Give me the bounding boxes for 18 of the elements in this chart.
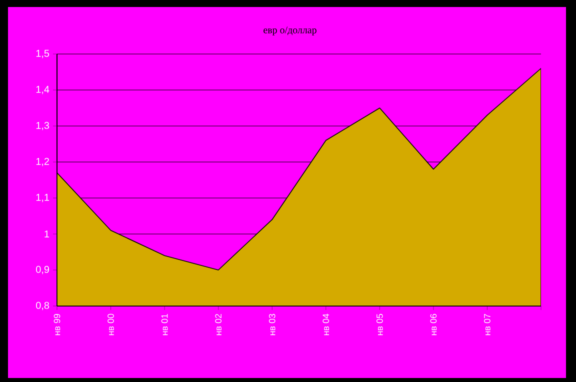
x-tick-label: нв 02 [215,314,222,336]
x-tick-label: нв 05 [376,314,383,336]
x-tick-label: нв 07 [484,314,490,336]
y-tick-label: 0,8 [36,302,50,310]
y-tick-label: 0,9 [36,266,50,274]
y-tick-label: 1,1 [36,194,50,202]
x-tick-label: нв 03 [268,314,276,336]
y-tick-label: 1,4 [36,86,50,94]
y-tick-label: 1,3 [36,122,50,130]
x-tick-label: нв 99 [54,314,60,336]
x-tick-label: нв 01 [161,314,168,336]
x-tick-label: нв 00 [108,314,114,336]
x-tick-label: нв 04 [322,314,330,336]
y-tick-label: 1 [44,230,50,238]
y-tick-label: 1,5 [36,50,50,58]
x-tick-label: нв 06 [430,314,437,336]
chart-title: евр о/доллар [264,26,316,36]
y-tick-label: 1,2 [36,158,49,166]
